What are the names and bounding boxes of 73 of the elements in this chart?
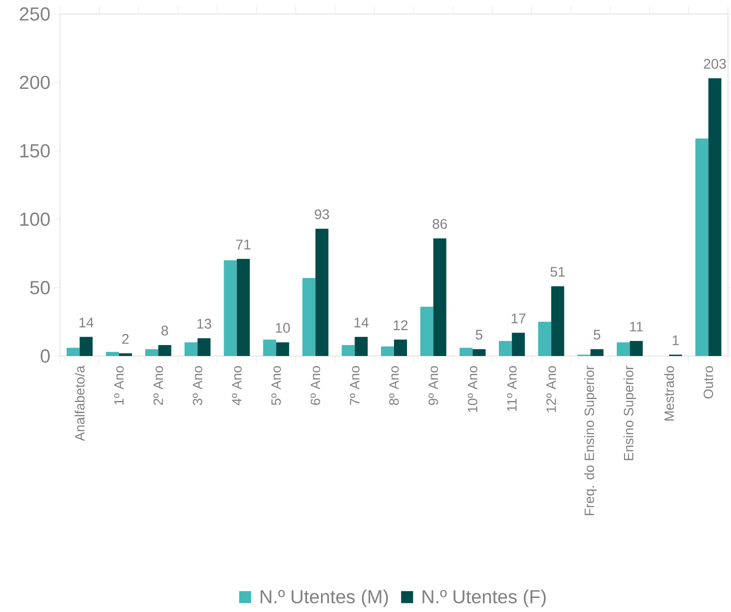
- x-tick-label: 10º Ano: [468, 366, 478, 412]
- bar: [394, 340, 408, 356]
- data-label: 93: [314, 209, 330, 220]
- bar: [118, 353, 132, 356]
- x-tick-label: Freq. do Ensino Superior: [584, 366, 597, 516]
- y-tick-label: 150: [20, 144, 50, 158]
- data-label: 14: [354, 318, 369, 328]
- data-label: 1: [672, 336, 679, 346]
- x-tick-label: 8º Ano: [389, 366, 399, 406]
- bar: [302, 278, 316, 356]
- bar: [354, 336, 368, 356]
- data-label: 11: [630, 322, 643, 332]
- legend-label: N.º Utentes (M): [260, 590, 388, 608]
- data-label: 8: [161, 326, 168, 336]
- data-label: 2: [122, 334, 129, 344]
- data-label: 13: [197, 318, 212, 329]
- bar: [498, 340, 512, 356]
- y-tick-label: 100: [20, 212, 50, 226]
- bar: [708, 78, 722, 356]
- bar: [66, 348, 80, 356]
- bar: [695, 138, 708, 356]
- x-tick-label: 6º Ano: [310, 366, 320, 405]
- data-label: 86: [432, 218, 447, 229]
- x-tick-label: Mestrado: [664, 366, 674, 420]
- x-tick-label: Outro: [704, 366, 714, 399]
- bar: [616, 342, 630, 356]
- x-tick-label: 4º Ano: [232, 366, 242, 406]
- x-tick-label: 5º Ano: [271, 366, 281, 406]
- bar: [538, 322, 552, 356]
- bar: [460, 348, 473, 356]
- bar: [590, 349, 604, 356]
- bar: [158, 345, 172, 356]
- y-tick-label: 200: [20, 76, 50, 90]
- bar: [263, 340, 276, 356]
- bar: [472, 349, 486, 356]
- x-tick-label: Analfabeto/a: [74, 366, 85, 442]
- data-label: 5: [476, 330, 482, 340]
- x-tick-label: 9º Ano: [428, 366, 438, 405]
- data-label: 71: [236, 240, 250, 250]
- x-tick-label: 2º Ano: [153, 366, 163, 405]
- bar: [198, 338, 211, 356]
- data-label: 203: [704, 58, 726, 69]
- bar: [551, 286, 564, 356]
- data-label: 12: [394, 320, 408, 330]
- bar: [512, 332, 525, 356]
- bar: [80, 336, 93, 356]
- bar: [184, 342, 198, 356]
- bar: [433, 238, 446, 356]
- legend-label: N.º Utentes (F): [422, 590, 546, 608]
- y-tick-label: 50: [30, 280, 50, 294]
- data-label: 10: [276, 322, 290, 333]
- data-label: 14: [79, 318, 94, 328]
- x-tick-label: 11º Ano: [507, 366, 517, 412]
- x-tick-label: Ensino Superior: [624, 366, 636, 460]
- y-tick-label: 0: [40, 349, 50, 363]
- bar: [224, 260, 237, 356]
- y-tick-label: 250: [20, 7, 50, 21]
- bar: [315, 228, 328, 356]
- bar: [276, 342, 290, 356]
- bar: [420, 306, 434, 356]
- x-tick-label: 12º Ano: [546, 366, 556, 412]
- bar: [236, 258, 250, 356]
- x-tick-label: 7º Ano: [350, 366, 360, 405]
- x-tick-label: 3º Ano: [192, 366, 202, 406]
- data-label: 5: [594, 330, 600, 340]
- bar: [106, 352, 119, 356]
- x-tick-label: 1º Ano: [114, 366, 124, 405]
- bar: [342, 345, 355, 356]
- data-label: 17: [512, 314, 526, 324]
- data-label: 51: [550, 266, 565, 277]
- bar: [145, 349, 158, 356]
- bar: [630, 340, 643, 356]
- bar: [381, 346, 394, 356]
